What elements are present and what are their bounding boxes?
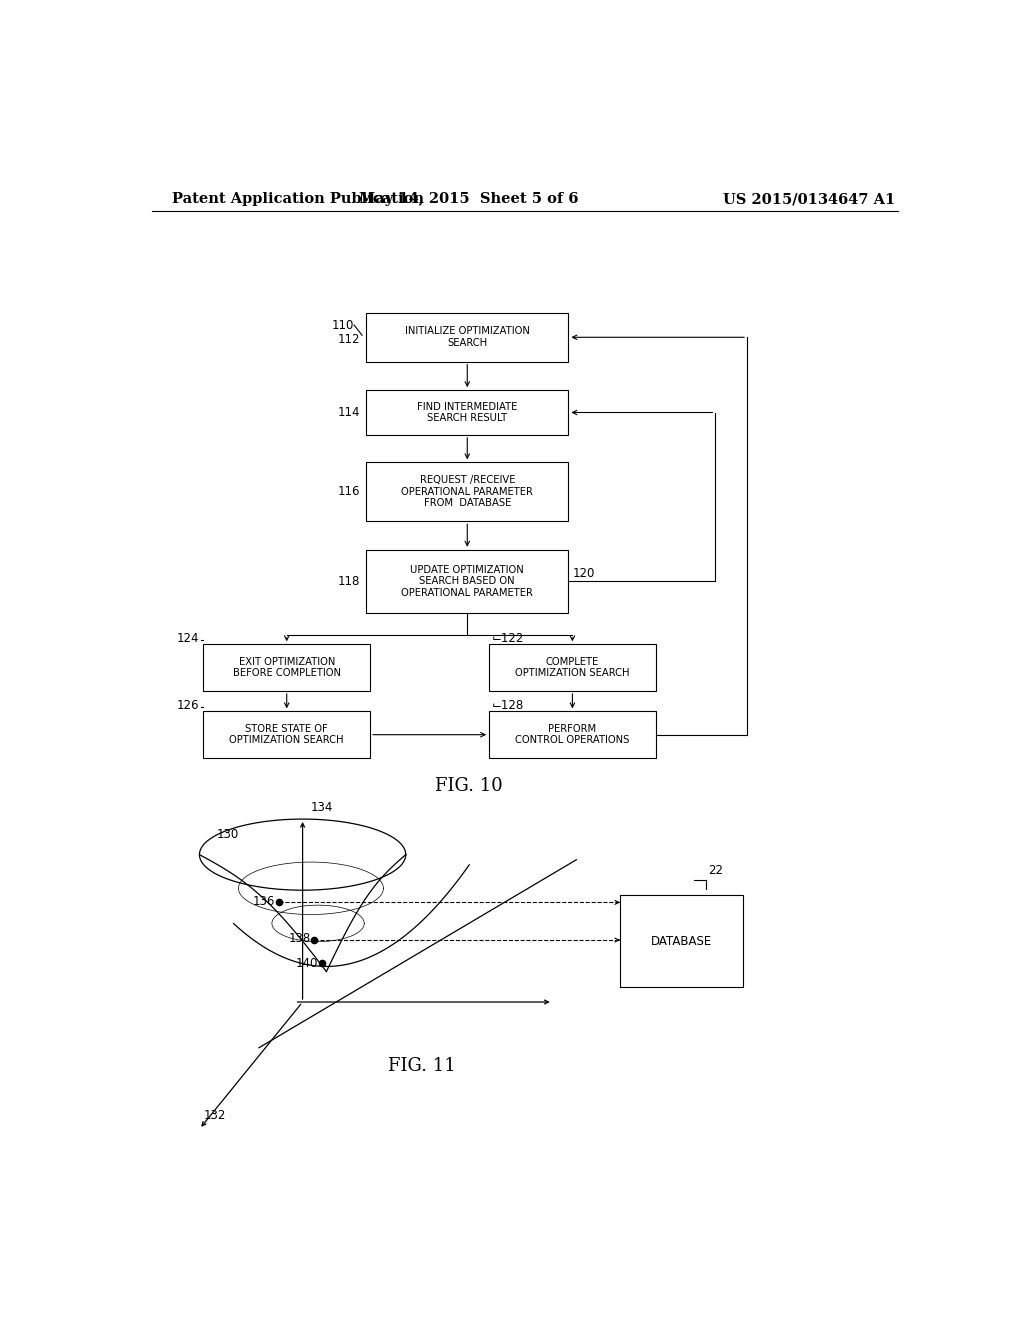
Text: INITIALIZE OPTIMIZATION
SEARCH: INITIALIZE OPTIMIZATION SEARCH bbox=[404, 326, 529, 348]
Text: Patent Application Publication: Patent Application Publication bbox=[172, 191, 424, 206]
Text: 112: 112 bbox=[338, 333, 360, 346]
Text: 138: 138 bbox=[289, 932, 310, 945]
Text: STORE STATE OF
OPTIMIZATION SEARCH: STORE STATE OF OPTIMIZATION SEARCH bbox=[229, 723, 344, 746]
FancyBboxPatch shape bbox=[620, 895, 743, 987]
Text: PERFORM
CONTROL OPERATIONS: PERFORM CONTROL OPERATIONS bbox=[515, 723, 630, 746]
Text: REQUEST /RECEIVE
OPERATIONAL PARAMETER
FROM  DATABASE: REQUEST /RECEIVE OPERATIONAL PARAMETER F… bbox=[401, 475, 534, 508]
Text: FIND INTERMEDIATE
SEARCH RESULT: FIND INTERMEDIATE SEARCH RESULT bbox=[417, 401, 517, 424]
Text: 114: 114 bbox=[338, 407, 360, 418]
Text: 110: 110 bbox=[332, 318, 354, 331]
Text: 116: 116 bbox=[338, 486, 360, 498]
Text: 140: 140 bbox=[296, 957, 318, 970]
Text: EXIT OPTIMIZATION
BEFORE COMPLETION: EXIT OPTIMIZATION BEFORE COMPLETION bbox=[232, 657, 341, 678]
Text: 136: 136 bbox=[253, 895, 274, 908]
Text: 132: 132 bbox=[204, 1109, 226, 1122]
Text: FIG. 10: FIG. 10 bbox=[435, 776, 503, 795]
Text: 126: 126 bbox=[177, 698, 200, 711]
FancyBboxPatch shape bbox=[367, 549, 568, 612]
Text: US 2015/0134647 A1: US 2015/0134647 A1 bbox=[723, 191, 895, 206]
Text: May 14, 2015  Sheet 5 of 6: May 14, 2015 Sheet 5 of 6 bbox=[359, 191, 579, 206]
Text: ⌙128: ⌙128 bbox=[492, 698, 523, 711]
Text: 120: 120 bbox=[572, 566, 595, 579]
Text: 124: 124 bbox=[177, 632, 200, 644]
Text: ⌙122: ⌙122 bbox=[492, 632, 524, 644]
FancyBboxPatch shape bbox=[489, 711, 655, 758]
Text: DATABASE: DATABASE bbox=[651, 935, 712, 948]
Text: 130: 130 bbox=[217, 828, 240, 841]
FancyBboxPatch shape bbox=[367, 313, 568, 362]
FancyBboxPatch shape bbox=[489, 644, 655, 690]
Text: 134: 134 bbox=[310, 801, 333, 814]
Text: COMPLETE
OPTIMIZATION SEARCH: COMPLETE OPTIMIZATION SEARCH bbox=[515, 657, 630, 678]
FancyBboxPatch shape bbox=[367, 391, 568, 434]
Text: UPDATE OPTIMIZATION
SEARCH BASED ON
OPERATIONAL PARAMETER: UPDATE OPTIMIZATION SEARCH BASED ON OPER… bbox=[401, 565, 534, 598]
FancyBboxPatch shape bbox=[204, 644, 370, 690]
Text: 22: 22 bbox=[709, 865, 724, 876]
FancyBboxPatch shape bbox=[204, 711, 370, 758]
Text: FIG. 11: FIG. 11 bbox=[388, 1057, 456, 1074]
Text: 118: 118 bbox=[338, 574, 360, 587]
FancyBboxPatch shape bbox=[367, 462, 568, 521]
